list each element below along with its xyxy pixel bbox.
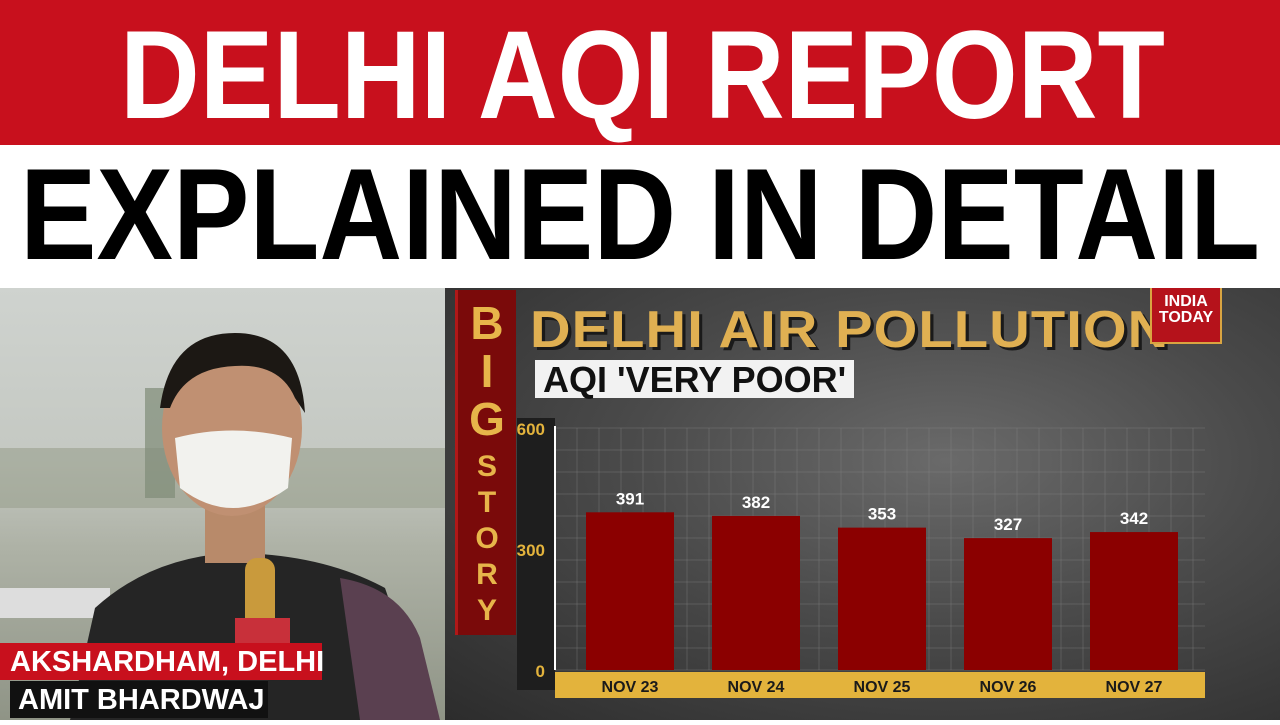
headline-line2: EXPLAINED IN DETAIL — [20, 145, 1260, 287]
bar-value-label: 382 — [742, 493, 770, 512]
big-story-letter: R — [476, 558, 498, 591]
graphic-title: DELHI AIR POLLUTION — [530, 301, 1170, 359]
big-story-letter: Y — [476, 594, 497, 627]
bar-value-label: 342 — [1120, 509, 1148, 528]
big-story-letter: T — [477, 486, 497, 519]
location-caption: AKSHARDHAM, DELHI — [0, 643, 324, 680]
big-story-letter: S — [476, 450, 497, 483]
headline-line1-svg: DELHI AQI REPORT — [120, 6, 1165, 145]
headline-line1: DELHI AQI REPORT — [120, 6, 1165, 145]
reporter-name-caption: AMIT BHARDWAJ — [10, 681, 268, 718]
logo-line1: INDIA — [1164, 293, 1208, 310]
y-tick-label: 600 — [517, 420, 545, 439]
logo-line2: TODAY — [1158, 309, 1214, 326]
bar-value-label: 327 — [994, 515, 1022, 534]
big-story-strip: B I G S T O R Y — [455, 290, 516, 635]
x-tick-label: NOV 24 — [728, 679, 785, 696]
india-today-logo: INDIA TODAY — [1150, 288, 1222, 344]
reporter-photo — [0, 288, 445, 720]
big-story-letter: B — [470, 297, 504, 349]
y-axis-band — [517, 418, 555, 690]
x-tick-label: NOV 26 — [980, 679, 1037, 696]
aqi-bar-chart: 0 300 600 391 NOV 23 382 NOV 24 353 NOV 25 327 NOV… — [517, 418, 1205, 698]
big-story-letter: I — [480, 345, 494, 397]
bar-nov-23 — [586, 512, 674, 670]
x-tick-label: NOV 25 — [854, 679, 911, 696]
graphic-subtitle: AQI 'VERY POOR' — [535, 360, 855, 400]
x-tick-label: NOV 27 — [1106, 679, 1163, 696]
bar-nov-25 — [838, 527, 926, 670]
bar-value-label: 391 — [616, 489, 644, 508]
big-story-letter: O — [475, 522, 499, 555]
bar-value-label: 353 — [868, 505, 896, 524]
x-axis-band — [555, 672, 1205, 698]
bar-nov-24 — [712, 515, 800, 670]
bar-nov-26 — [964, 538, 1052, 670]
y-tick-label: 300 — [517, 541, 545, 560]
headline-subband: EXPLAINED IN DETAIL — [0, 141, 1280, 288]
big-story-letter: G — [469, 393, 505, 445]
x-tick-label: NOV 23 — [602, 679, 659, 696]
headline-line2-svg: EXPLAINED IN DETAIL — [20, 141, 1260, 287]
y-tick-label: 0 — [536, 662, 545, 681]
bar-nov-27 — [1090, 532, 1178, 670]
headline-banner: DELHI AQI REPORT — [0, 0, 1280, 145]
